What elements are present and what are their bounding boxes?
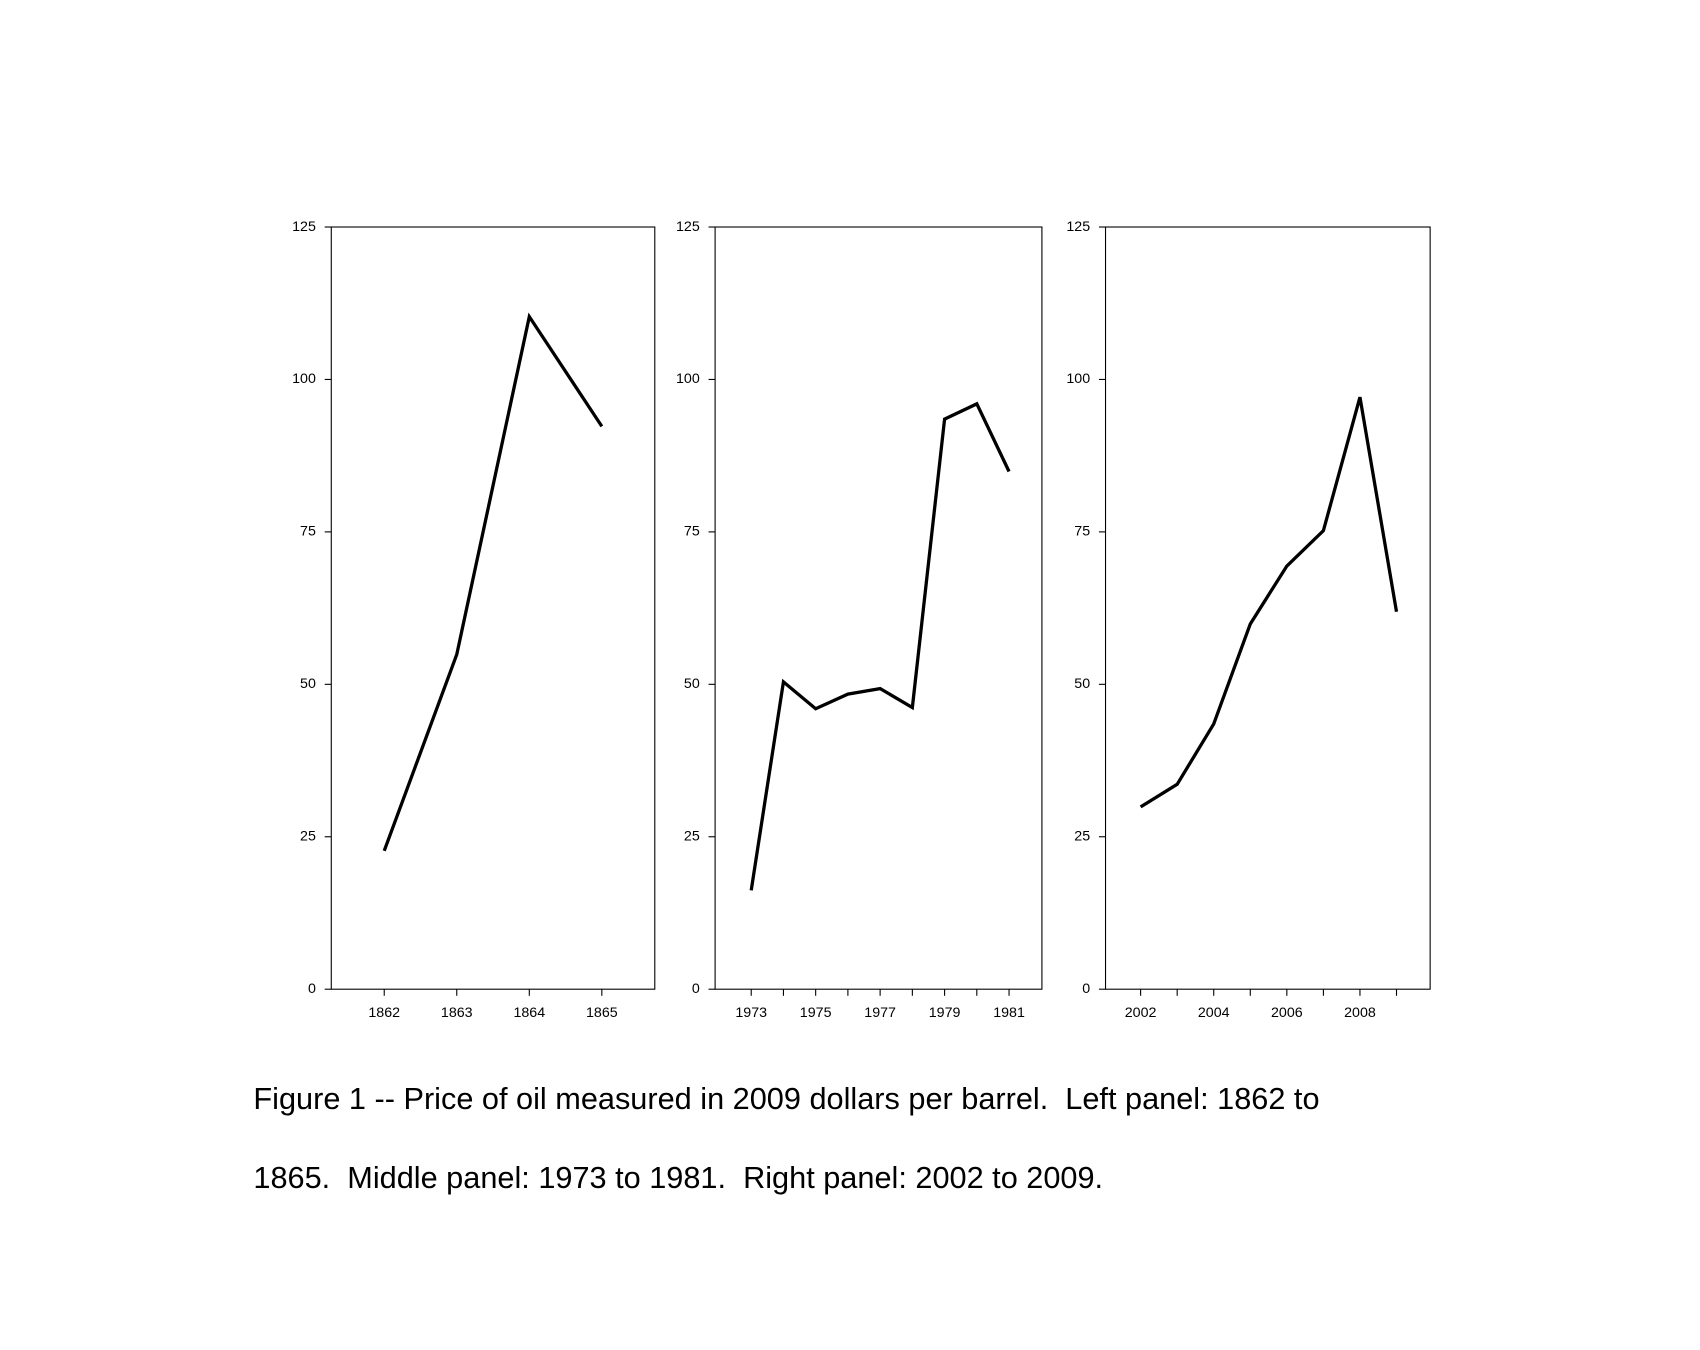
y-tick-label: 0 xyxy=(1082,981,1090,997)
caption-line: Figure 1 -- Price of oil measured in 200… xyxy=(253,1081,1319,1116)
x-tick-label: 1975 xyxy=(800,1005,832,1021)
x-tick-label: 1865 xyxy=(586,1005,618,1021)
x-tick-label: 1863 xyxy=(441,1005,473,1021)
y-tick-label: 50 xyxy=(1074,676,1090,692)
x-tick-label: 1979 xyxy=(929,1005,961,1021)
x-tick-label: 1864 xyxy=(513,1005,545,1021)
y-tick-label: 0 xyxy=(308,981,316,997)
plot-frame xyxy=(330,226,656,990)
price-line xyxy=(382,312,604,852)
y-tick-label: 125 xyxy=(292,219,316,235)
y-tick-label: 50 xyxy=(300,676,316,692)
y-tick-label: 0 xyxy=(692,981,700,997)
price-line xyxy=(1139,396,1399,809)
y-tick-label: 50 xyxy=(684,676,700,692)
y-tick-label: 75 xyxy=(1074,524,1090,540)
y-tick-label: 25 xyxy=(684,829,700,845)
x-tick-label: 2002 xyxy=(1125,1005,1157,1021)
y-tick-label: 125 xyxy=(1066,219,1090,235)
x-tick-label: 2004 xyxy=(1198,1005,1230,1021)
x-tick-label: 1981 xyxy=(993,1005,1025,1021)
price-line xyxy=(749,401,1011,891)
y-tick-label: 25 xyxy=(1074,829,1090,845)
y-tick-label: 100 xyxy=(292,371,316,387)
plot-frame xyxy=(714,226,1043,990)
y-tick-label: 100 xyxy=(676,371,700,387)
y-tick-label: 25 xyxy=(300,829,316,845)
plot-frame xyxy=(1104,226,1431,990)
x-tick-label: 2008 xyxy=(1344,1005,1376,1021)
y-tick-label: 125 xyxy=(676,219,700,235)
caption-line: 1865. Middle panel: 1973 to 1981. Right … xyxy=(253,1160,1103,1195)
y-tick-label: 75 xyxy=(684,524,700,540)
y-tick-label: 100 xyxy=(1066,371,1090,387)
x-tick-label: 1862 xyxy=(368,1005,400,1021)
x-tick-label: 1973 xyxy=(735,1005,767,1021)
x-tick-label: 1977 xyxy=(864,1005,896,1021)
y-tick-label: 75 xyxy=(300,524,316,540)
x-tick-label: 2006 xyxy=(1271,1005,1303,1021)
